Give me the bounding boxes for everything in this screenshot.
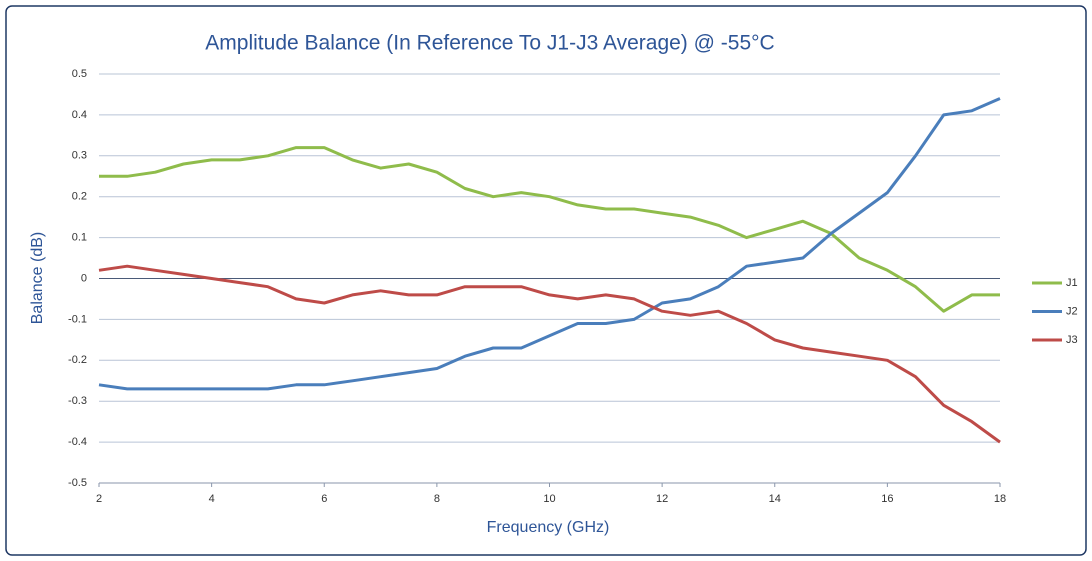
x-tick-label: 18 bbox=[994, 493, 1006, 505]
y-tick-label: 0.4 bbox=[72, 109, 87, 121]
x-tick-label: 10 bbox=[543, 493, 555, 505]
x-tick-label: 12 bbox=[656, 493, 668, 505]
series-line bbox=[98, 264, 1001, 444]
y-tick-label: -0.2 bbox=[68, 354, 87, 366]
y-tick-label: -0.3 bbox=[68, 395, 87, 407]
x-tick-label: 4 bbox=[209, 493, 215, 505]
legend-label: J3 bbox=[1066, 334, 1078, 346]
x-tick-label: 8 bbox=[434, 493, 440, 505]
y-tick-label: -0.1 bbox=[68, 313, 87, 325]
y-tick-label: 0.3 bbox=[72, 150, 87, 162]
y-tick-label: -0.4 bbox=[68, 436, 87, 448]
y-tick-label: 0.5 bbox=[72, 68, 87, 80]
x-axis-title: Frequency (GHz) bbox=[487, 519, 610, 536]
chart-border bbox=[5, 5, 1087, 556]
y-tick-label: -0.5 bbox=[68, 477, 87, 489]
x-tick-label: 14 bbox=[769, 493, 781, 505]
x-tick-label: 6 bbox=[321, 493, 327, 505]
series-line bbox=[99, 146, 1000, 313]
y-tick-label: 0.2 bbox=[72, 191, 87, 203]
x-tick-label: 16 bbox=[881, 493, 893, 505]
y-tick-label: 0 bbox=[81, 272, 87, 284]
y-axis-title: Balance (dB) bbox=[29, 232, 46, 325]
chart-title: Amplitude Balance (In Reference To J1-J3… bbox=[205, 32, 774, 55]
legend-label: J1 bbox=[1066, 277, 1078, 289]
y-tick-label: 0.1 bbox=[72, 232, 87, 244]
series-line bbox=[98, 97, 1001, 391]
legend-label: J2 bbox=[1066, 305, 1078, 317]
x-tick-label: 2 bbox=[96, 493, 102, 505]
